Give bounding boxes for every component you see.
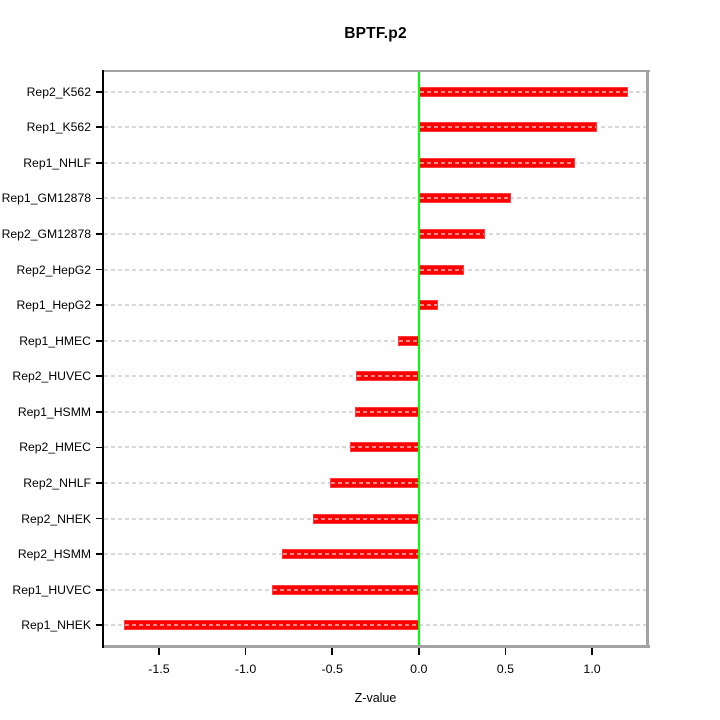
plot-frame-right [646,69,649,648]
y-tick [96,161,104,164]
bar-stripe [272,588,418,591]
bar [418,193,511,204]
gridline [103,126,648,129]
bar-stripe [282,553,418,556]
y-tick-label: Rep1_HepG2 [16,298,91,313]
x-tick [504,647,507,655]
gridline [103,339,648,342]
y-tick [96,446,104,449]
bar [418,86,629,97]
bar [418,264,464,275]
y-tick [96,304,104,307]
y-axis-line [101,69,104,648]
plot-frame-top [101,69,650,73]
y-tick [96,339,104,342]
bar [398,335,419,346]
y-tick [96,268,104,271]
x-tick-label: 1.0 [583,662,601,676]
gridline [103,304,648,307]
x-tick-label: 0.5 [496,662,515,676]
y-tick-label: Rep2_K562 [26,84,91,99]
bar-stripe [357,375,418,378]
y-tick [96,624,104,627]
bar-stripe [419,90,628,93]
bar [330,477,419,488]
y-tick-label: Rep1_HSMM [17,404,91,419]
y-tick [96,90,104,93]
y-tick [96,375,104,378]
x-tick-label: -1.0 [234,662,257,676]
x-tick [244,647,247,655]
y-tick-label: Rep2_HUVEC [12,369,91,384]
bar-stripe [419,304,437,307]
bar [418,122,598,133]
y-tick-label: Rep1_HMEC [19,333,91,348]
y-tick-label: Rep2_HMEC [19,440,91,455]
bar [354,406,419,417]
y-tick [96,517,104,520]
y-tick [96,588,104,591]
x-tick [158,647,160,655]
y-tick [96,482,104,484]
bar-stripe [314,517,418,520]
x-tick-label: -1.5 [148,662,170,676]
bar-stripe [350,446,418,449]
gridline [103,90,648,93]
x-axis-title: Z-value [354,691,397,705]
x-tick-label: 0.0 [410,662,428,676]
y-tick [96,553,104,555]
zero-line [417,71,420,647]
y-tick-label: Rep2_HSMM [17,547,91,562]
y-tick [96,126,104,129]
bar [281,549,419,560]
y-tick [96,197,104,200]
bar [418,157,575,168]
bar [418,228,485,239]
y-tick-label: Rep1_HUVEC [12,582,91,597]
x-tick [591,647,593,655]
gridline [103,197,648,200]
bar-stripe [419,268,463,271]
x-tick-label: -0.5 [321,662,343,676]
bar-stripe [125,624,418,627]
x-tick [417,647,420,655]
y-tick [96,233,104,235]
y-tick-label: Rep2_HepG2 [16,262,91,277]
bar [349,442,419,453]
y-tick-label: Rep2_NHLF [23,475,91,490]
plot-frame-bottom [101,645,650,648]
y-tick [96,410,104,413]
gridline [103,232,648,235]
y-tick-label: Rep2_NHEK [21,511,91,526]
bar [124,620,419,631]
chart-title: BPTF.p2 [344,25,407,42]
bar-stripe [419,232,484,235]
bar-stripe [419,161,574,164]
bar [313,513,419,524]
y-tick-label: Rep1_NHLF [23,155,91,170]
y-tick-label: Rep2_GM12878 [1,226,91,241]
gridline [103,161,648,164]
bar-stripe [419,197,510,200]
bar-stripe [355,410,418,413]
bar-stripe [419,126,597,129]
y-tick-label: Rep1_GM12878 [1,191,91,206]
bar-stripe [399,339,418,342]
y-tick-label: Rep1_NHEK [21,618,91,633]
y-tick-label: Rep1_K562 [26,120,91,135]
gridline [103,268,648,271]
bar [356,371,419,382]
x-tick [331,647,334,655]
bar [271,584,419,595]
bar-stripe [331,481,418,484]
bar [418,300,438,311]
